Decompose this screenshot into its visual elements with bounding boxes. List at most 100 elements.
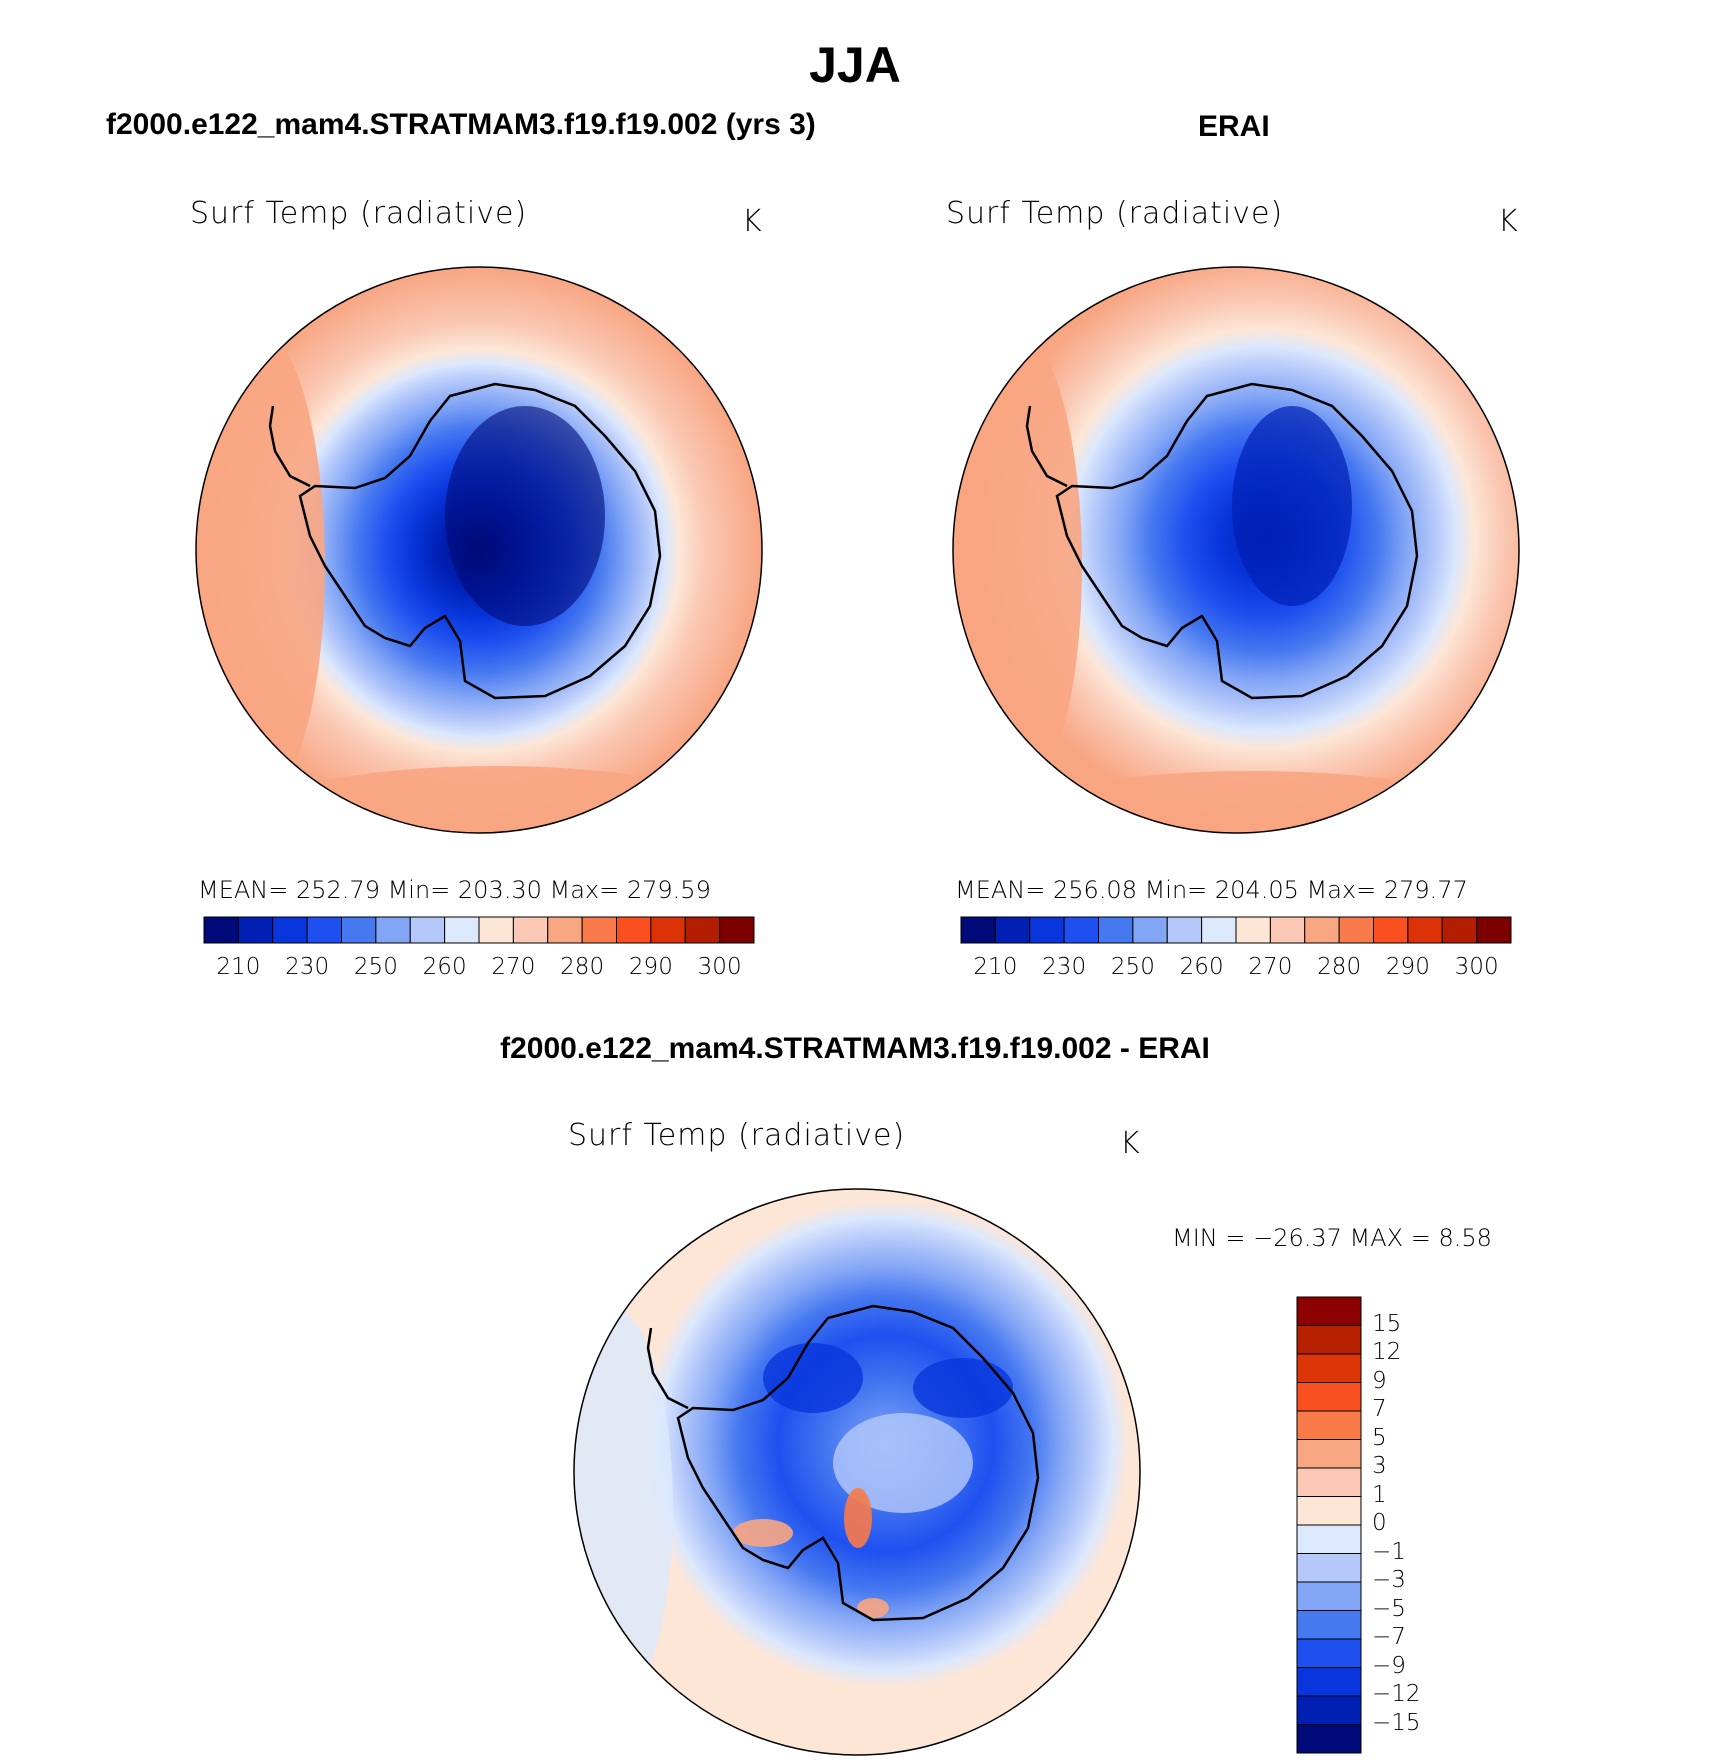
- colorbar-swatch: [719, 916, 755, 944]
- colorbar-tick-label: 300: [697, 954, 742, 980]
- panel-right-units: K: [1498, 204, 1519, 239]
- colorbar-swatch: [1338, 916, 1374, 944]
- colorbar-tick-label: 250: [353, 954, 398, 980]
- colorbar-tick-label: 7: [1372, 1396, 1387, 1422]
- colorbar-tick-label: −3: [1372, 1567, 1406, 1593]
- colorbar-tick-label: 0: [1372, 1510, 1387, 1536]
- colorbar-swatch: [1373, 916, 1409, 944]
- panel-left-units: K: [742, 204, 763, 239]
- colorbar-tick-label: 15: [1372, 1310, 1402, 1337]
- colorbar-swatch: [1296, 1325, 1362, 1355]
- colorbar-swatch: [1296, 1524, 1362, 1554]
- colorbar-tick-label: −9: [1372, 1652, 1406, 1679]
- colorbar-swatch: [478, 916, 514, 944]
- colorbar-swatch: [547, 916, 583, 944]
- colorbar-swatch: [512, 916, 549, 944]
- colorbar-swatch: [444, 916, 480, 944]
- colorbar-tick-label: 3: [1372, 1453, 1387, 1479]
- panel-left-title: f2000.e122_mam4.STRATMAM3.f19.f19.002 (y…: [106, 108, 816, 141]
- panel-right-variable: Surf Temp (radiative): [946, 196, 1284, 231]
- map-right: [952, 266, 1520, 834]
- colorbar-tick-label: 270: [1248, 954, 1293, 980]
- colorbar-swatch: [1296, 1610, 1362, 1640]
- colorbar-swatch: [1296, 1581, 1362, 1611]
- colorbar-swatch: [1296, 1724, 1362, 1754]
- colorbar-swatch: [1296, 1553, 1362, 1583]
- colorbar-swatch: [1296, 1695, 1362, 1725]
- colorbar-tick-label: 230: [1042, 954, 1087, 980]
- map-diff: [573, 1188, 1141, 1756]
- colorbar-swatch: [650, 916, 686, 944]
- colorbar-swatch: [1296, 1439, 1362, 1469]
- antarctica-coastline: [1055, 382, 1419, 700]
- colorbar-tick-label: 210: [973, 954, 1018, 980]
- colorbar-swatch: [1063, 916, 1099, 944]
- colorbar-swatch: [237, 916, 274, 944]
- colorbar-left: [203, 916, 755, 944]
- colorbar-tick-label: −5: [1372, 1595, 1406, 1622]
- diff-panel-title: f2000.e122_mam4.STRATMAM3.f19.f19.002 - …: [500, 1032, 1210, 1065]
- colorbar-swatch: [994, 916, 1031, 944]
- colorbar-swatch: [1476, 916, 1512, 944]
- colorbar-swatch: [1132, 916, 1168, 944]
- figure-title: JJA: [809, 37, 901, 93]
- colorbar-swatch: [1235, 916, 1271, 944]
- colorbar-swatch: [1296, 1410, 1362, 1440]
- colorbar-swatch: [1407, 916, 1443, 944]
- colorbar-swatch: [684, 916, 721, 944]
- colorbar-tick-label: 260: [422, 954, 467, 980]
- antarctica-coastline: [676, 1304, 1040, 1622]
- colorbar-swatch: [272, 916, 308, 944]
- panel-left-variable: Surf Temp (radiative): [190, 196, 528, 231]
- colorbar-tick-label: 1: [1372, 1481, 1387, 1508]
- colorbar-tick-label: 280: [560, 954, 605, 980]
- colorbar-swatch: [1296, 1667, 1362, 1697]
- colorbar-swatch: [581, 916, 617, 944]
- colorbar-tick-label: −12: [1372, 1681, 1421, 1707]
- colorbar-swatch: [203, 916, 239, 944]
- colorbar-swatch: [1166, 916, 1203, 944]
- colorbar-swatch: [960, 916, 996, 944]
- panel-right-stats: MEAN= 256.08 Min= 204.05 Max= 279.77: [955, 876, 1468, 904]
- colorbar-tick-label: 12: [1372, 1339, 1402, 1365]
- colorbar-tick-label: 270: [491, 954, 536, 980]
- colorbar-tick-label: 300: [1454, 954, 1499, 980]
- colorbar-tick-label: 260: [1179, 954, 1224, 980]
- colorbar-tick-label: 290: [1385, 954, 1430, 980]
- colorbar-swatch: [1098, 916, 1134, 944]
- colorbar-tick-label: 5: [1372, 1424, 1387, 1451]
- colorbar-swatch: [409, 916, 446, 944]
- colorbar-swatch: [306, 916, 342, 944]
- colorbar-right: [960, 916, 1512, 944]
- colorbar-swatch: [1029, 916, 1065, 944]
- map-left: [195, 266, 763, 834]
- colorbar-tick-label: 230: [285, 954, 330, 980]
- panel-right-title: ERAI: [1198, 110, 1270, 143]
- colorbar-tick-label: 9: [1372, 1367, 1387, 1394]
- diff-panel-variable: Surf Temp (radiative): [568, 1118, 906, 1153]
- colorbar-tick-label: −7: [1372, 1624, 1406, 1650]
- colorbar-swatch: [375, 916, 411, 944]
- colorbar-swatch: [1304, 916, 1340, 944]
- colorbar-swatch: [1296, 1467, 1362, 1497]
- colorbar-swatch: [1441, 916, 1478, 944]
- panel-left-stats: MEAN= 252.79 Min= 203.30 Max= 279.59: [198, 876, 711, 904]
- colorbar-swatch: [616, 916, 652, 944]
- colorbar-swatch: [1296, 1296, 1362, 1326]
- colorbar-tick-label: −15: [1372, 1709, 1421, 1736]
- colorbar-tick-label: 210: [216, 954, 261, 980]
- colorbar-tick-label: 280: [1317, 954, 1362, 980]
- antarctica-coastline: [298, 382, 662, 700]
- diff-panel-stats: MIN = −26.37 MAX = 8.58: [1172, 1224, 1492, 1252]
- colorbar-swatch: [1201, 916, 1237, 944]
- colorbar-diff: [1296, 1296, 1362, 1754]
- colorbar-tick-label: 290: [628, 954, 673, 980]
- colorbar-swatch: [1269, 916, 1306, 944]
- colorbar-swatch: [1296, 1382, 1362, 1412]
- colorbar-swatch: [1296, 1496, 1362, 1526]
- diff-panel-units: K: [1120, 1126, 1141, 1161]
- colorbar-swatch: [1296, 1353, 1362, 1383]
- colorbar-tick-label: 250: [1110, 954, 1155, 980]
- colorbar-swatch: [1296, 1638, 1362, 1668]
- colorbar-tick-label: −1: [1372, 1538, 1406, 1565]
